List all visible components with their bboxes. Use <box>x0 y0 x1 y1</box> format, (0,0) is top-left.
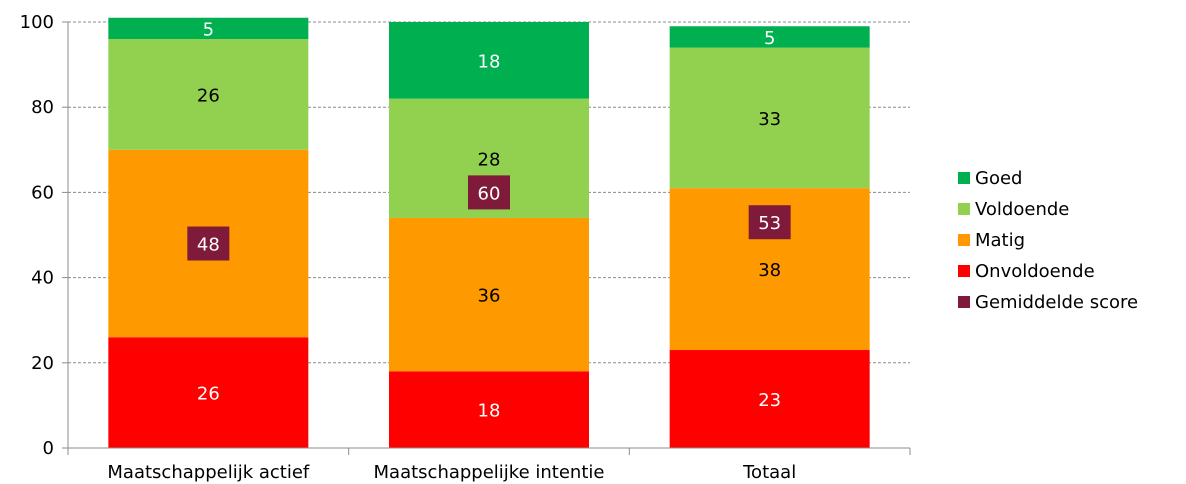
bar-segment-goed <box>669 26 870 48</box>
data-labels: 2644265183628182338335 <box>197 19 781 421</box>
y-tick-label: 40 <box>31 268 54 289</box>
bar-segment-onvoldoende <box>389 371 589 448</box>
legend-swatch <box>958 203 970 215</box>
y-tick-label: 20 <box>31 353 54 374</box>
legend-swatch <box>958 172 970 184</box>
data-label: 28 <box>478 149 501 170</box>
data-label: 26 <box>197 85 220 106</box>
x-category-label: Maatschappelijk actief <box>107 462 309 483</box>
average-score-label: 48 <box>197 235 220 256</box>
average-score-marker <box>468 175 510 210</box>
data-label: 38 <box>758 260 781 281</box>
legend: Goed Voldoende Matig Onvoldoende Gemiddelde … <box>958 168 1138 313</box>
data-label: 5 <box>203 19 214 40</box>
bar-segment-voldoende <box>669 47 870 189</box>
legend-label: Gemiddelde score <box>975 292 1138 313</box>
bar-segment-voldoende <box>108 39 309 150</box>
x-category-label: Totaal <box>742 462 796 483</box>
bar-segment-matig <box>389 217 589 372</box>
legend-label: Voldoende <box>975 199 1069 220</box>
y-tick-label: 80 <box>31 97 54 118</box>
legend-swatch <box>958 296 970 308</box>
x-category-label: Maatschappelijke intentie <box>374 462 605 483</box>
data-label: 26 <box>197 384 220 405</box>
y-tick-label: 0 <box>43 438 54 459</box>
bar-segment-goed <box>389 22 589 99</box>
data-label: 23 <box>758 390 781 411</box>
legend-label: Goed <box>975 168 1022 189</box>
y-tick-label: 100 <box>20 12 54 33</box>
average-score-label: 53 <box>758 213 781 234</box>
legend-swatch <box>958 265 970 277</box>
legend-label: Matig <box>975 230 1025 251</box>
bar-segment-onvoldoende <box>669 350 870 448</box>
average-score-marker <box>748 205 791 240</box>
average-score-label: 60 <box>478 183 501 204</box>
y-tick-label: 60 <box>31 182 54 203</box>
data-label: 5 <box>764 28 775 49</box>
legend-swatch <box>958 234 970 246</box>
average-markers: 48 60 53 <box>187 175 791 261</box>
data-label: 18 <box>478 401 501 422</box>
data-label: 36 <box>478 286 501 307</box>
axes: 0 20 40 60 80 100 Maatschappelijk actief Maatsc… <box>20 12 911 483</box>
bar-segment-goed <box>108 17 309 40</box>
average-score-marker <box>187 226 230 261</box>
data-label: 33 <box>758 109 781 130</box>
legend-label: Onvoldoende <box>975 261 1095 282</box>
bar-segment-onvoldoende <box>108 337 309 448</box>
data-label: 18 <box>478 51 501 72</box>
bars <box>108 17 870 448</box>
